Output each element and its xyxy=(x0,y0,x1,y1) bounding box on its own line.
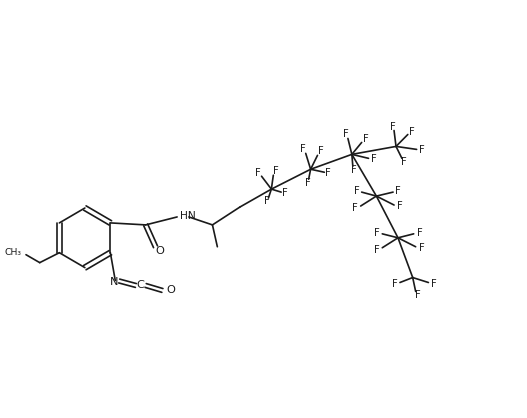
Text: F: F xyxy=(418,145,424,155)
Text: F: F xyxy=(300,144,306,154)
Text: F: F xyxy=(417,228,423,238)
Text: F: F xyxy=(409,127,415,137)
Text: F: F xyxy=(397,201,403,211)
Text: HN: HN xyxy=(180,211,196,221)
Text: F: F xyxy=(352,203,358,213)
Text: F: F xyxy=(305,178,310,188)
Text: F: F xyxy=(370,154,376,164)
Text: F: F xyxy=(374,245,379,255)
Text: F: F xyxy=(363,135,368,145)
Text: O: O xyxy=(155,246,164,256)
Text: F: F xyxy=(318,146,323,156)
Text: F: F xyxy=(354,186,359,196)
Text: F: F xyxy=(432,278,437,288)
Text: F: F xyxy=(264,196,269,206)
Text: F: F xyxy=(418,243,424,253)
Text: F: F xyxy=(395,186,401,196)
Text: F: F xyxy=(282,188,288,198)
Text: F: F xyxy=(374,228,379,238)
Text: F: F xyxy=(343,130,349,140)
Text: C: C xyxy=(137,280,145,291)
Text: CH₃: CH₃ xyxy=(4,248,21,257)
Text: N: N xyxy=(110,277,119,286)
Text: F: F xyxy=(351,165,357,175)
Text: F: F xyxy=(255,168,260,178)
Text: F: F xyxy=(392,278,398,288)
Text: O: O xyxy=(167,285,175,296)
Text: F: F xyxy=(274,166,279,176)
Text: F: F xyxy=(325,168,331,178)
Text: F: F xyxy=(390,122,396,132)
Text: F: F xyxy=(401,157,407,167)
Text: F: F xyxy=(415,291,421,301)
